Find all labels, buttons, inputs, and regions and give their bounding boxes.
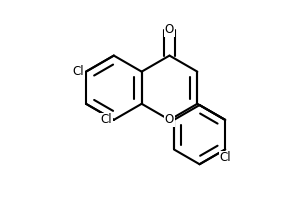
Text: O: O <box>165 113 174 126</box>
Text: Cl: Cl <box>101 113 112 126</box>
Text: Cl: Cl <box>219 151 231 164</box>
Text: O: O <box>165 23 174 36</box>
Text: Cl: Cl <box>73 65 84 78</box>
